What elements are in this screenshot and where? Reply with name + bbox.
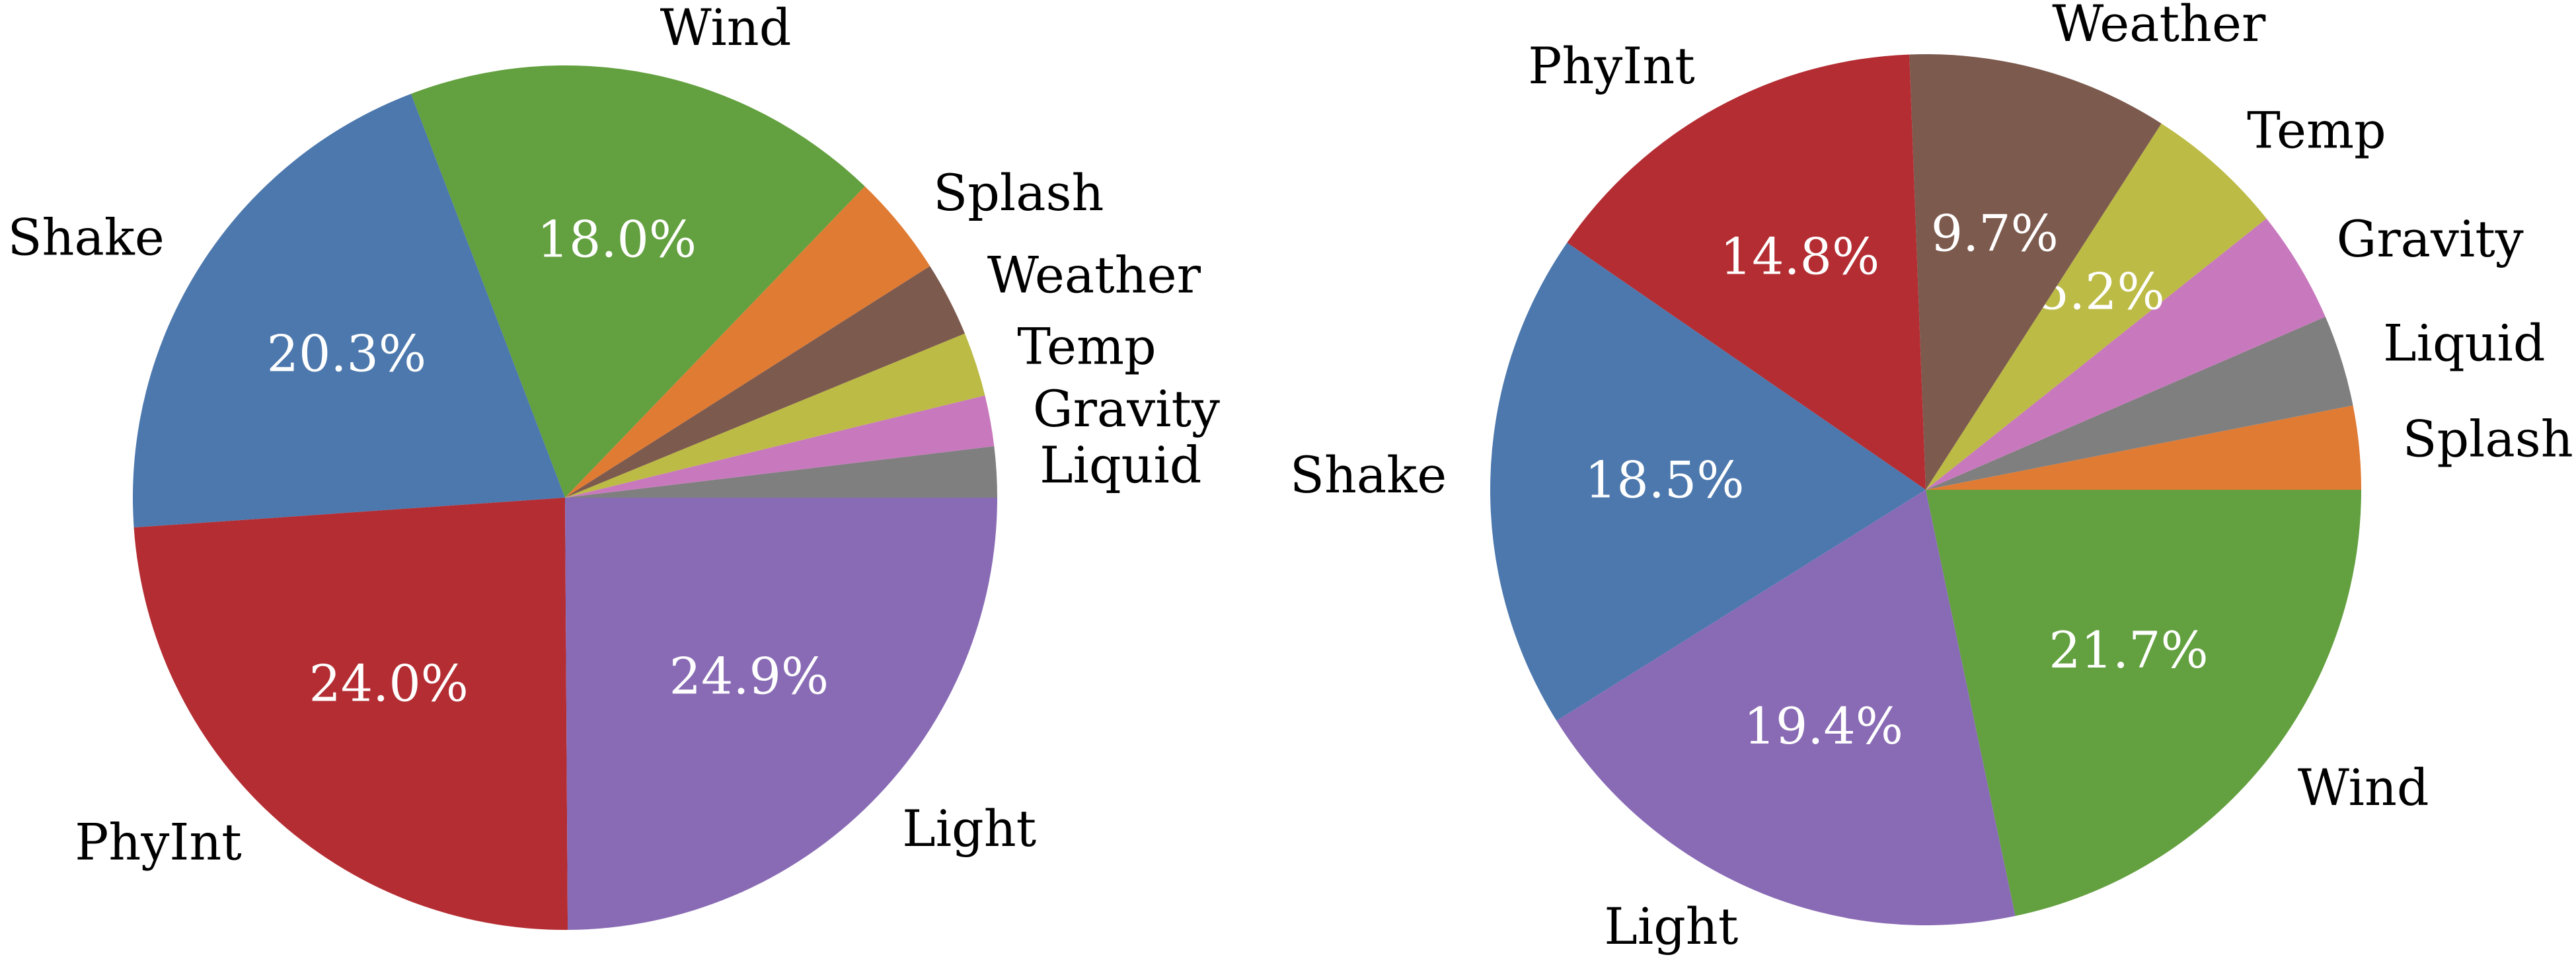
slice-label: Splash bbox=[2402, 410, 2573, 469]
pie-slice bbox=[565, 395, 995, 498]
value-label: 18.0% bbox=[537, 210, 697, 269]
slice-label: Light bbox=[902, 799, 1036, 858]
pie-slice bbox=[1490, 243, 1926, 721]
slice-label: Weather bbox=[987, 245, 1201, 304]
value-label: 18.5% bbox=[1585, 450, 1744, 509]
slice-label: Weather bbox=[2052, 0, 2266, 53]
slice-label: Shake bbox=[1290, 445, 1447, 504]
slice-label: Gravity bbox=[1033, 379, 1220, 438]
slice-label: Temp bbox=[2247, 100, 2386, 159]
slice-label: Wind bbox=[660, 0, 792, 57]
slice-label: Splash bbox=[933, 163, 1104, 222]
slice-label: PhyInt bbox=[1528, 36, 1695, 95]
value-label: 14.8% bbox=[1720, 227, 1879, 286]
value-label: 9.7% bbox=[1931, 204, 2059, 263]
pie-slice bbox=[1926, 405, 2361, 490]
value-label: 19.4% bbox=[1744, 697, 1903, 755]
pie-slice bbox=[410, 65, 865, 498]
slice-label: Liquid bbox=[1040, 436, 1201, 494]
pie-slice bbox=[565, 446, 997, 498]
slice-label: PhyInt bbox=[75, 813, 242, 872]
value-label: 24.0% bbox=[309, 654, 468, 713]
pie-slice bbox=[1926, 490, 2361, 916]
pie-slice bbox=[1567, 54, 1926, 490]
slice-label: Shake bbox=[7, 208, 164, 267]
pie-slice bbox=[565, 333, 985, 498]
pie-slice bbox=[565, 266, 966, 498]
slice-label: Light bbox=[1604, 897, 1738, 956]
value-label: 20.3% bbox=[267, 325, 426, 383]
pie-slice bbox=[1926, 123, 2267, 490]
pie-slice bbox=[133, 498, 568, 930]
pie-slice bbox=[1556, 490, 2016, 925]
pie-slice bbox=[1926, 317, 2353, 490]
pie-slice bbox=[132, 93, 566, 528]
slice-label: Liquid bbox=[2383, 314, 2545, 373]
slice-label: Wind bbox=[2298, 758, 2429, 817]
slice-label: Temp bbox=[1017, 317, 1156, 376]
value-label: 21.7% bbox=[2049, 621, 2208, 679]
value-label: 24.9% bbox=[669, 647, 829, 706]
pie-slice bbox=[565, 186, 930, 498]
pie-slice bbox=[565, 498, 997, 930]
slice-label: Gravity bbox=[2337, 210, 2524, 268]
pie-slice bbox=[1909, 54, 2162, 490]
pie-slice bbox=[1926, 218, 2326, 490]
